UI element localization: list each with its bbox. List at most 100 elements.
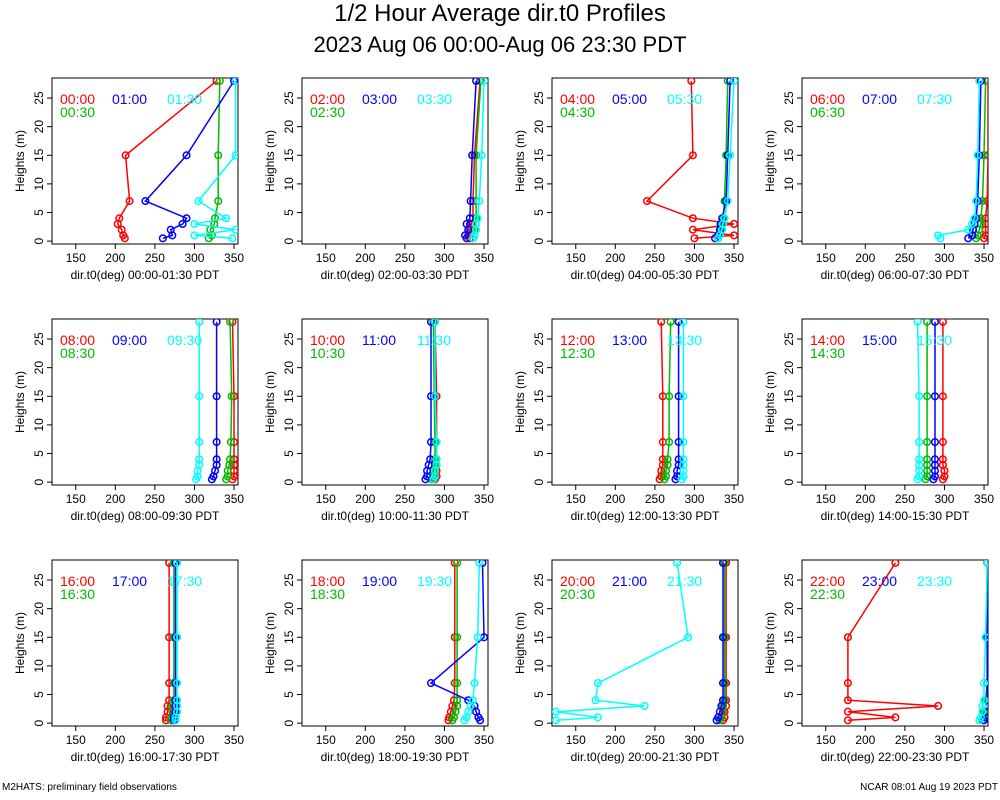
x-tick-label: 250 — [645, 492, 665, 506]
data-point — [473, 214, 482, 223]
data-point — [934, 701, 943, 711]
legend-label: 19:30 — [417, 573, 452, 589]
x-tick-label: 350 — [974, 251, 994, 265]
legend-label: 10:00 — [310, 332, 345, 348]
data-point — [161, 716, 171, 725]
data-point — [718, 225, 727, 234]
x-tick-label: 300 — [934, 251, 954, 265]
x-tick-label: 350 — [724, 251, 744, 265]
y-tick-label: 20 — [782, 602, 796, 616]
data-point — [229, 392, 238, 401]
data-point — [231, 78, 238, 85]
data-point — [923, 455, 932, 464]
data-point — [972, 197, 981, 206]
plot-frame — [301, 559, 489, 727]
data-point — [173, 633, 182, 642]
data-point — [173, 679, 182, 688]
data-point — [923, 472, 932, 481]
data-point — [229, 460, 238, 470]
y-axis-label: Heights (m) — [763, 612, 777, 674]
y-tick-label: 10 — [32, 659, 46, 673]
legend-label: 05:00 — [612, 91, 647, 107]
y-axis-label: Heights (m) — [13, 612, 27, 674]
x-tick-label: 200 — [105, 251, 125, 265]
series-line — [847, 562, 939, 722]
data-point — [472, 225, 481, 234]
x-tick-label: 200 — [855, 492, 875, 506]
y-tick-label: 0 — [32, 719, 46, 726]
data-point — [674, 319, 683, 326]
data-point — [983, 560, 988, 567]
x-tick-label: 300 — [684, 251, 704, 265]
legend-label: 09:00 — [112, 332, 147, 348]
x-tick-label: 150 — [316, 733, 336, 747]
legend-label: 03:00 — [362, 91, 397, 107]
series-group — [655, 319, 688, 484]
legend-label: 14:00 — [810, 332, 845, 348]
data-point — [212, 438, 221, 447]
x-tick-label: 250 — [145, 492, 165, 506]
data-point — [231, 225, 238, 234]
x-tick-label: 150 — [816, 492, 836, 506]
data-point — [226, 455, 235, 464]
data-point — [117, 225, 126, 234]
data-point — [723, 197, 732, 206]
data-point — [591, 696, 600, 705]
plot-frame — [551, 318, 739, 486]
data-point — [472, 78, 481, 85]
y-tick-label: 20 — [532, 602, 546, 616]
x-tick-label: 350 — [224, 492, 244, 506]
data-point — [934, 231, 943, 240]
y-tick-label: 25 — [782, 91, 796, 105]
data-point — [195, 460, 204, 470]
data-point — [666, 319, 675, 326]
x-tick-label: 250 — [645, 251, 665, 265]
legend-label: 18:00 — [310, 573, 345, 589]
y-tick-label: 5 — [282, 209, 296, 216]
data-point — [979, 679, 988, 688]
data-point — [981, 214, 988, 223]
data-point — [173, 696, 182, 705]
data-point — [726, 78, 735, 85]
x-tick-label: 250 — [395, 492, 415, 506]
data-point — [477, 151, 486, 160]
y-tick-label: 10 — [532, 177, 546, 191]
y-tick-label: 25 — [782, 332, 796, 346]
data-point — [173, 701, 182, 711]
data-point — [450, 560, 459, 567]
x-tick-label: 250 — [895, 733, 915, 747]
plot-frame — [551, 77, 739, 245]
data-point — [843, 707, 852, 716]
legend-label: 10:30 — [310, 345, 345, 361]
legend-label: 12:30 — [560, 345, 595, 361]
data-point — [210, 214, 220, 223]
x-axis-label: dir.t0(deg) 08:00-09:30 PDT — [71, 509, 220, 523]
x-tick-label: 350 — [474, 492, 494, 506]
data-point — [430, 472, 440, 481]
series-group — [192, 319, 238, 484]
data-point — [194, 197, 203, 206]
data-point — [679, 392, 688, 401]
series-line — [555, 562, 689, 722]
data-point — [193, 472, 202, 481]
profile-panel: 150 200 250 300 350 0 5 10 15 20 25 dir.t0(deg) 12:… — [513, 318, 744, 523]
data-point — [228, 234, 237, 243]
data-point — [729, 78, 738, 85]
data-point — [679, 472, 688, 481]
footer-timestamp: NCAR 08:01 Aug 19 2023 PDT — [860, 782, 998, 793]
y-tick-label: 25 — [32, 91, 46, 105]
data-point — [973, 151, 982, 160]
data-point — [593, 679, 602, 688]
data-point — [426, 438, 436, 447]
legend-label: 08:30 — [60, 345, 95, 361]
data-point — [679, 460, 688, 470]
y-axis-label: Heights (m) — [513, 371, 527, 433]
x-tick-label: 350 — [974, 733, 994, 747]
data-point — [231, 151, 238, 160]
data-point — [661, 472, 671, 481]
data-point — [915, 472, 924, 481]
plot-frame — [301, 318, 489, 486]
x-tick-label: 300 — [434, 733, 454, 747]
x-tick-label: 250 — [895, 492, 915, 506]
legend-label: 21:30 — [667, 573, 702, 589]
